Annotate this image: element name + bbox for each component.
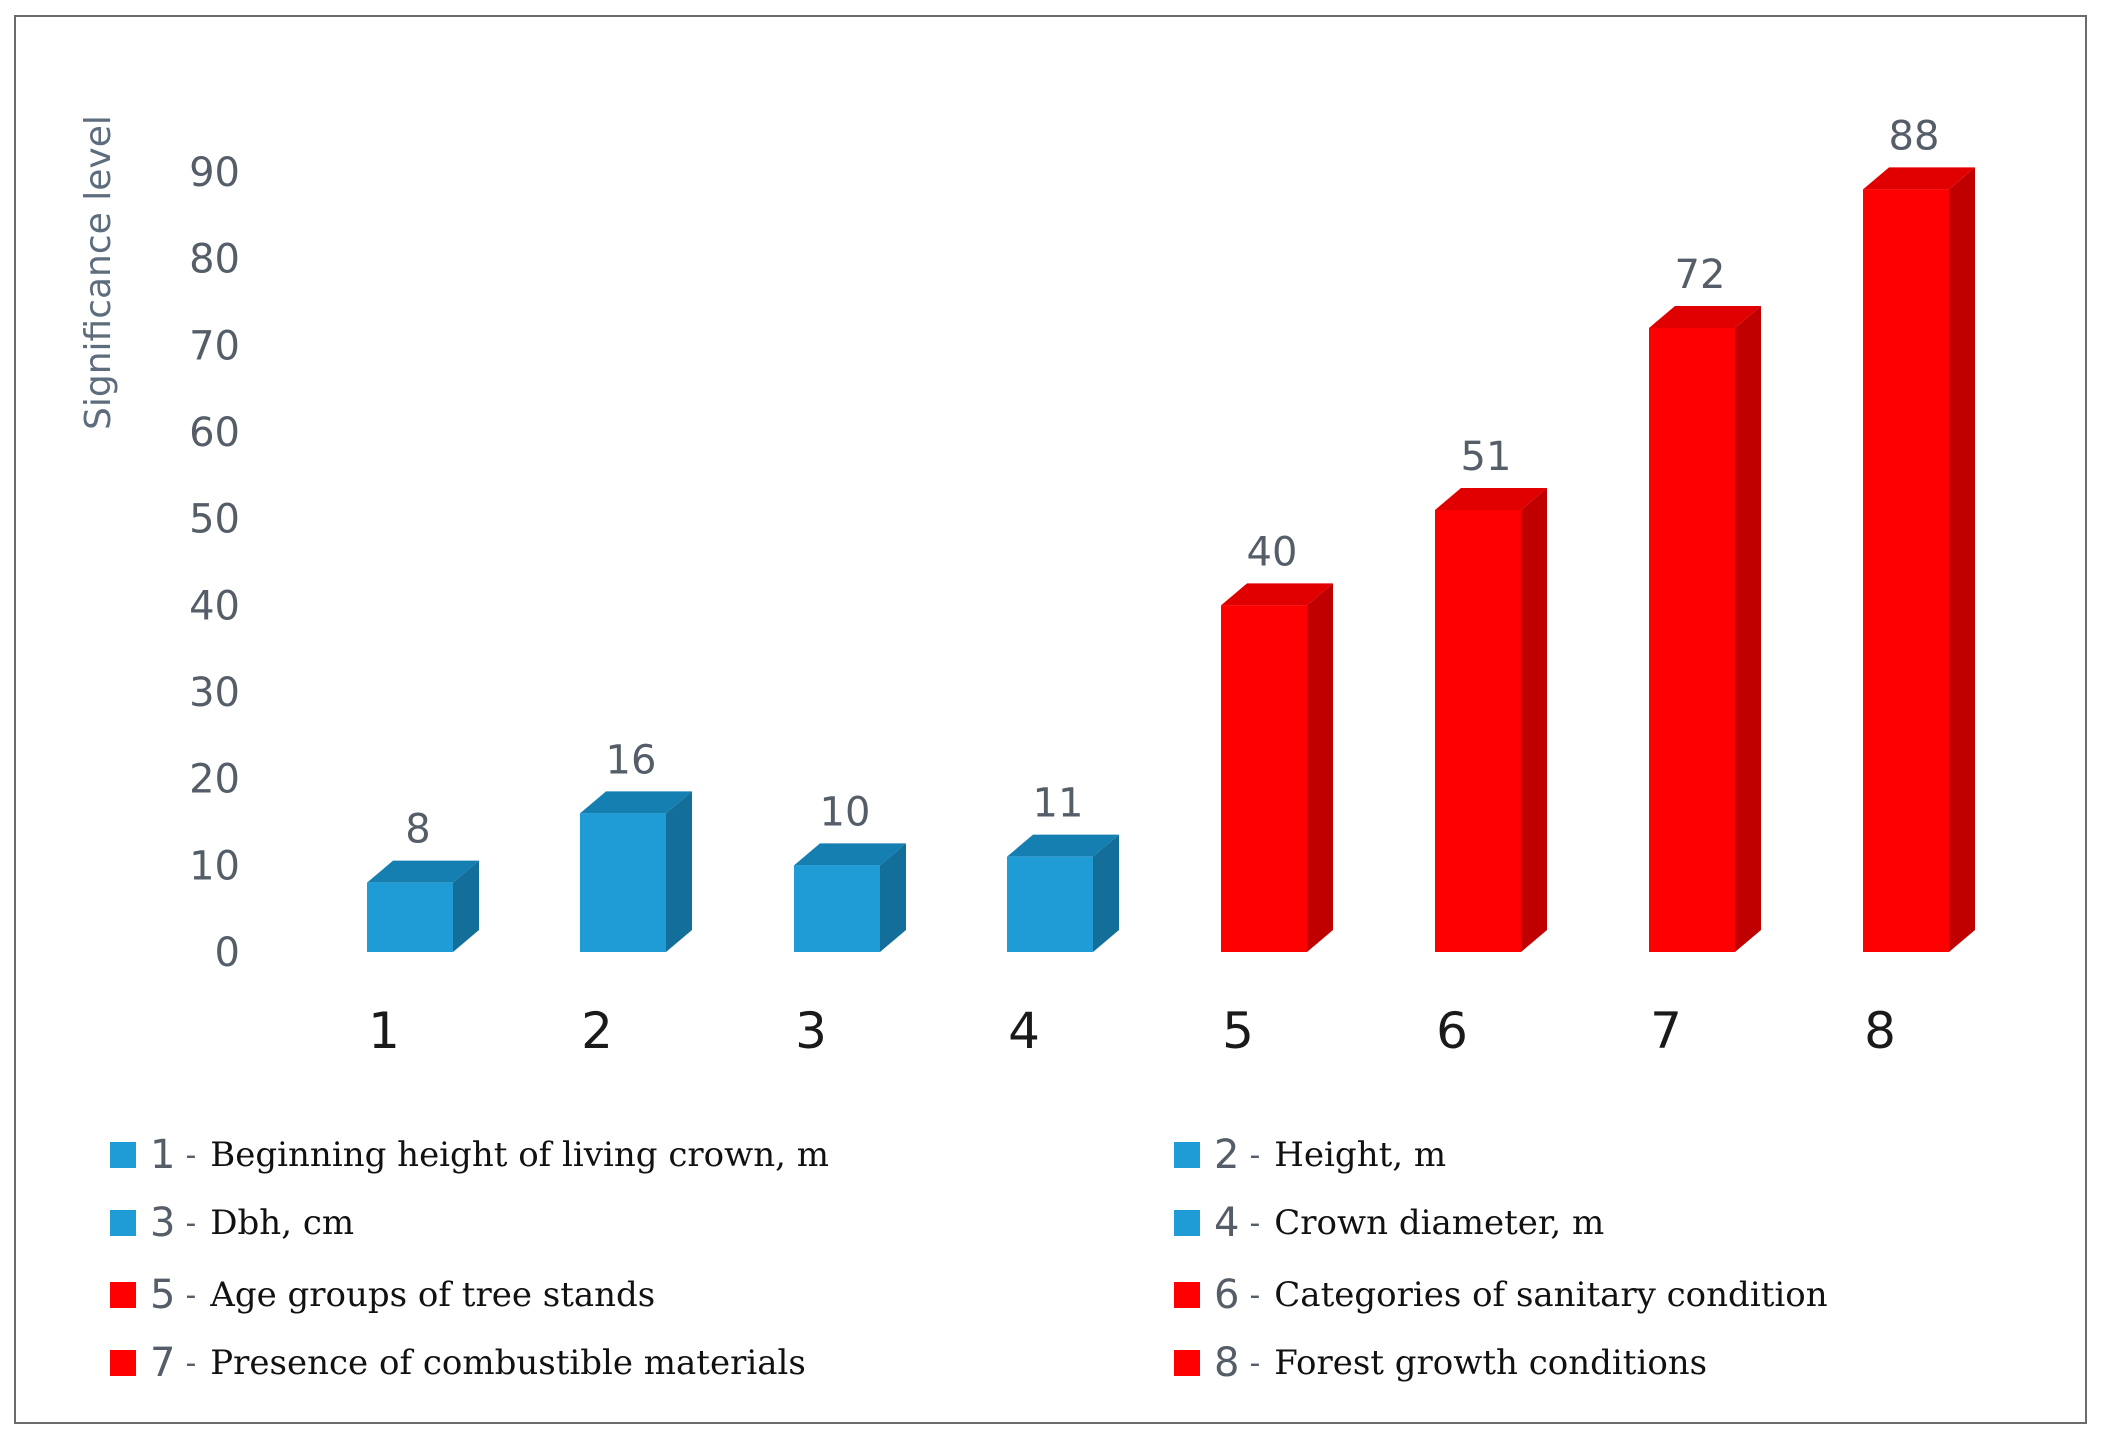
y-tick-label: 10 [189,843,240,889]
bar-side [1093,834,1119,952]
bar-side [1735,306,1761,952]
bar-top [794,843,906,866]
x-axis-ticks: 1 2 3 4 5 6 7 8 [368,1002,1896,1060]
bar-top [367,860,479,883]
data-label: 40 [1247,529,1298,575]
y-tick-label: 80 [189,237,240,283]
bar [1649,306,1761,952]
data-label: 51 [1461,434,1512,480]
data-label: 10 [820,789,871,835]
data-label: 8 [405,807,430,853]
y-tick-label: 70 [189,323,240,369]
bar-side [453,860,479,952]
y-tick-label: 0 [215,930,240,976]
bar [1221,583,1333,952]
bar-top [1221,583,1333,606]
bar-side [1307,583,1333,952]
bar-front [1863,189,1949,953]
data-label: 72 [1675,252,1726,298]
bar [367,860,479,952]
y-tick-label: 20 [189,757,240,803]
bar-side [1521,488,1547,952]
bar-top [1007,834,1119,857]
data-label: 11 [1033,781,1084,827]
y-tick-label: 90 [189,150,240,196]
x-tick-label: 8 [1864,1002,1896,1060]
x-tick-label: 3 [795,1002,827,1060]
data-labels: 8 16 10 11 40 51 72 88 [405,113,1939,852]
bar-side [880,843,906,952]
data-label: 16 [606,737,657,783]
bar-front [580,813,666,952]
bar-side [1949,167,1975,953]
y-tick-label: 60 [189,410,240,456]
x-tick-label: 6 [1436,1002,1468,1060]
x-tick-label: 5 [1222,1002,1254,1060]
bar [1863,167,1975,953]
bar [794,843,906,952]
bar-front [1221,605,1307,952]
x-tick-label: 1 [368,1002,400,1060]
y-axis-label: Significance level [78,115,119,430]
bar-top [1863,167,1975,190]
y-tick-label: 40 [189,583,240,629]
y-tick-label: 30 [189,670,240,716]
bar-front [1435,510,1521,952]
bar-side [666,791,692,952]
bar-front [1649,328,1735,952]
bar-front [367,882,453,952]
y-axis-ticks: 0 10 20 30 40 50 60 70 80 90 [189,150,240,976]
y-tick-label: 50 [189,497,240,543]
bar [580,791,692,952]
bar [1435,488,1547,952]
bars [367,167,1975,953]
bar-top [1435,488,1547,510]
bar-front [1007,856,1093,952]
bar-top [580,791,692,814]
bar-top [1649,306,1761,328]
x-tick-label: 2 [581,1002,613,1060]
x-tick-label: 7 [1650,1002,1682,1060]
bar [1007,834,1119,952]
data-label: 88 [1889,113,1940,159]
x-tick-label: 4 [1008,1002,1040,1060]
bar-front [794,865,880,952]
